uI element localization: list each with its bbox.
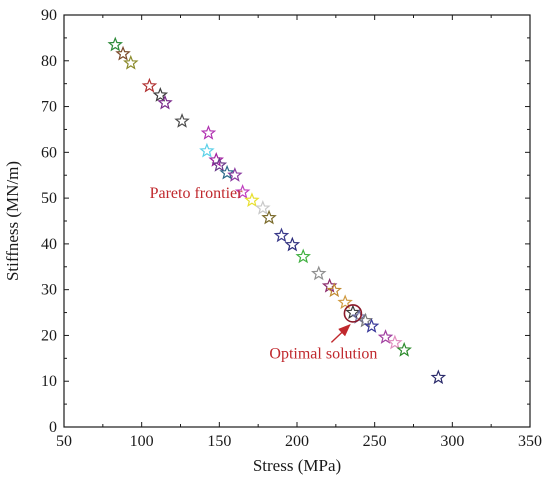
data-point-star bbox=[357, 312, 374, 328]
data-point-star bbox=[244, 192, 260, 208]
data-point-star bbox=[208, 151, 224, 167]
data-point-star bbox=[199, 142, 215, 158]
data-point-star bbox=[337, 294, 353, 310]
data-point-star bbox=[211, 156, 228, 172]
data-point-star bbox=[261, 209, 277, 225]
optimal-solution-label: Optimal solution bbox=[269, 345, 377, 362]
data-point-star bbox=[351, 308, 367, 324]
y-tick-label: 30 bbox=[41, 282, 57, 299]
x-tick-label: 300 bbox=[440, 433, 464, 450]
y-tick-label: 0 bbox=[49, 419, 57, 436]
data-point-star bbox=[255, 200, 271, 215]
y-tick-label: 90 bbox=[41, 7, 57, 24]
optimal-solution-marker bbox=[343, 304, 363, 323]
data-point-star bbox=[107, 36, 124, 52]
data-point-star bbox=[123, 54, 139, 70]
x-tick-label: 250 bbox=[363, 433, 387, 450]
annotations: Pareto frontier Optimal solution bbox=[150, 185, 378, 362]
data-point-star bbox=[310, 265, 327, 281]
x-tick-label: 200 bbox=[285, 433, 309, 450]
x-tick-label: 50 bbox=[56, 433, 72, 450]
data-point-star bbox=[174, 113, 190, 128]
data-point-star bbox=[219, 164, 235, 180]
data-point-star bbox=[326, 282, 343, 298]
y-tick-label: 70 bbox=[41, 99, 57, 116]
data-point-star bbox=[200, 124, 217, 140]
data-point-star bbox=[157, 94, 173, 110]
plot-frame bbox=[63, 14, 531, 428]
y-tick-label: 40 bbox=[41, 236, 57, 253]
y-tick-label: 80 bbox=[41, 53, 57, 70]
data-points bbox=[107, 36, 447, 385]
data-point-star bbox=[152, 86, 169, 102]
x-tick-label: 100 bbox=[130, 433, 154, 450]
x-tick-label: 150 bbox=[207, 433, 231, 450]
data-point-star bbox=[141, 77, 158, 93]
y-tick-label: 60 bbox=[41, 144, 57, 161]
x-tick-label: 350 bbox=[518, 433, 542, 450]
data-point-star bbox=[387, 334, 403, 350]
data-point-star bbox=[430, 369, 447, 385]
data-point-star bbox=[363, 318, 380, 333]
y-tick-label: 50 bbox=[41, 190, 57, 207]
y-tick-label: 10 bbox=[41, 373, 57, 390]
data-point-star bbox=[377, 329, 394, 344]
data-point-star bbox=[227, 167, 243, 182]
axes: 50 100 150 200 250 300 350 0 10 20 30 40 50 60 70 80 90 bbox=[41, 7, 542, 450]
data-point-star bbox=[115, 45, 131, 61]
data-point-star bbox=[295, 248, 311, 264]
data-point-star bbox=[273, 227, 290, 243]
data-point-star bbox=[234, 184, 251, 199]
optimal-solution-arrow bbox=[330, 324, 351, 343]
pareto-frontier-label: Pareto frontier bbox=[150, 185, 244, 202]
x-axis-label: Stress (MPa) bbox=[253, 456, 341, 475]
data-point-star bbox=[284, 236, 301, 252]
y-tick-label: 20 bbox=[41, 327, 57, 344]
data-point-star bbox=[396, 341, 412, 357]
y-axis-label: Stiffness (MN/m) bbox=[3, 161, 22, 281]
